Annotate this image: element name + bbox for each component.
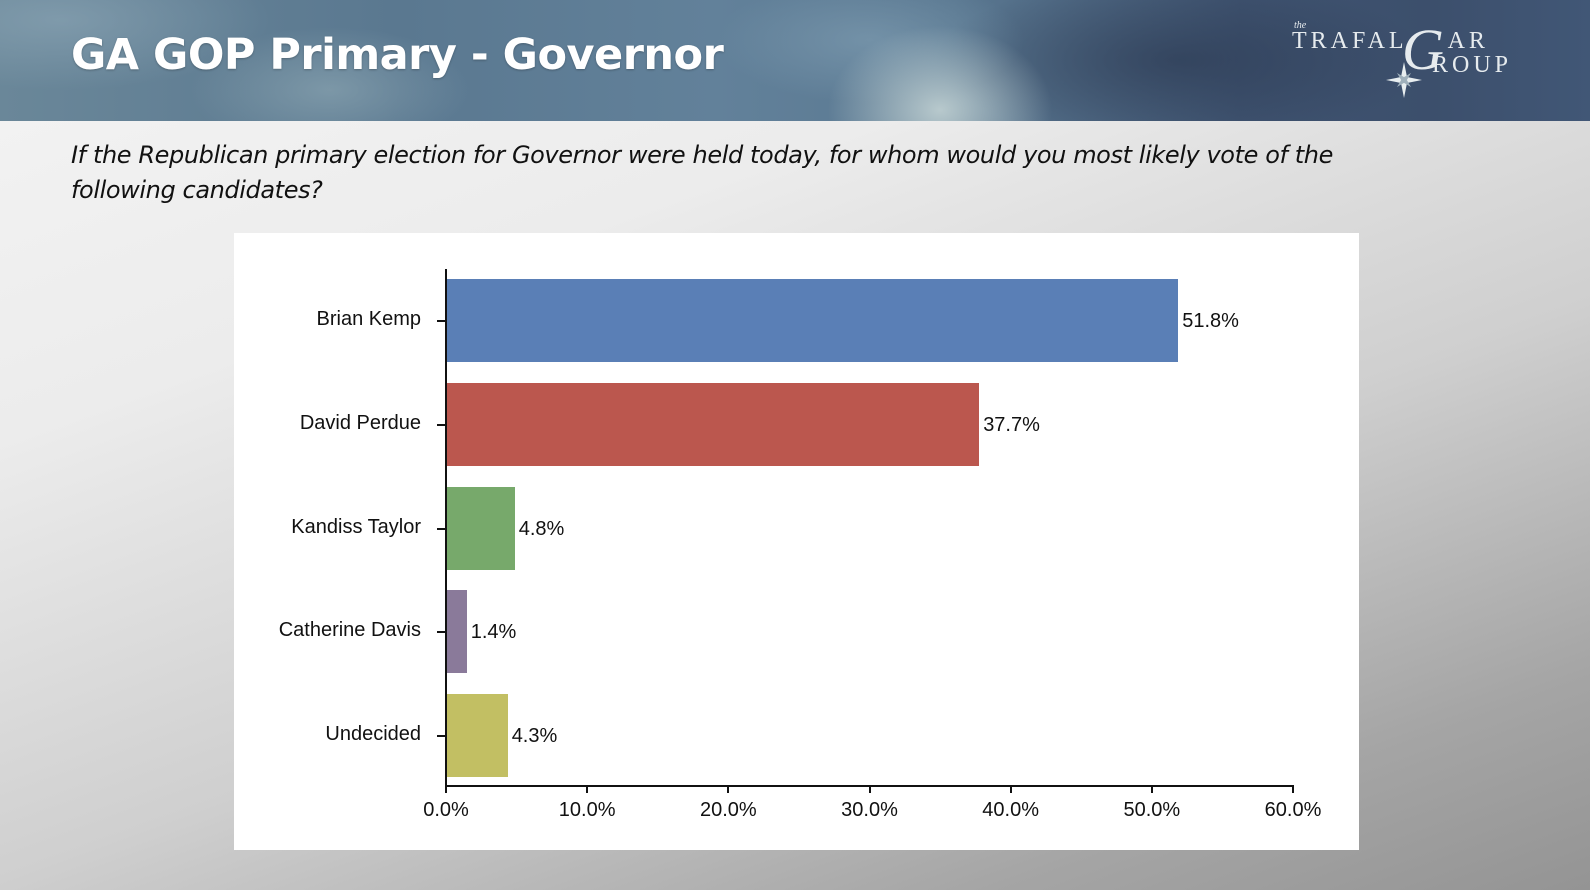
y-tick: [437, 528, 445, 530]
y-axis: [445, 269, 447, 792]
bar: [447, 279, 1179, 362]
y-tick: [437, 735, 445, 737]
compass-star-icon: [1386, 62, 1422, 98]
bar-row: Brian Kemp 51.8%: [234, 279, 1334, 363]
x-tick-label: 60.0%: [1264, 799, 1322, 821]
x-tick-label: 10.0%: [558, 799, 616, 821]
logo-script-g: G: [1402, 17, 1444, 82]
x-tick: [727, 785, 730, 793]
category-label: Brian Kemp: [316, 308, 422, 330]
category-label: Undecided: [325, 723, 421, 745]
slide-header: GA GOP Primary - Governor the TRAFAL AR G…: [0, 0, 1590, 121]
x-tick: [1009, 785, 1012, 793]
bar-chart: 0.0% 10.0% 20.0% 30.0% 40.0% 50.0% 60.0% Brian…: [234, 233, 1359, 850]
x-tick-label: 20.0%: [699, 799, 757, 821]
value-label: 4.3%: [511, 725, 558, 747]
bar: [447, 694, 508, 777]
y-tick: [437, 424, 445, 426]
x-tick-label: 30.0%: [841, 799, 898, 821]
bar-row: Kandiss Taylor 4.8%: [234, 487, 1334, 571]
logo-line1: TRAFAL AR: [1292, 28, 1489, 54]
x-tick: [445, 785, 447, 793]
value-label: 37.7%: [983, 414, 1040, 436]
survey-question: If the Republican primary election for G…: [71, 141, 1333, 204]
value-label: 1.4%: [470, 621, 517, 643]
bar-row: David Perdue 37.7%: [234, 383, 1334, 467]
x-tick: [868, 785, 871, 793]
x-tick-label: 0.0%: [423, 799, 469, 821]
bar: [447, 487, 515, 570]
category-label: Catherine Davis: [278, 619, 421, 641]
value-label: 51.8%: [1182, 310, 1239, 332]
bar: [447, 590, 467, 673]
y-tick: [437, 320, 445, 322]
bar: [447, 383, 980, 466]
slide-title: GA GOP Primary - Governor: [71, 30, 724, 80]
logo-line2: ROUP: [1432, 52, 1513, 78]
bar-row: Catherine Davis 1.4%: [234, 590, 1334, 674]
bar-row: Undecided 4.3%: [234, 694, 1334, 778]
x-tick: [1292, 785, 1294, 793]
category-label: David Perdue: [299, 412, 421, 434]
x-tick-label: 50.0%: [1123, 799, 1181, 821]
category-label: Kandiss Taylor: [291, 516, 421, 538]
x-tick-label: 40.0%: [982, 799, 1040, 821]
logo-the: the: [1294, 20, 1307, 31]
trafalgar-group-logo: the TRAFAL AR G ROUP: [1290, 17, 1530, 102]
y-tick: [437, 631, 445, 633]
value-label: 4.8%: [518, 518, 565, 540]
x-tick: [1150, 785, 1153, 793]
x-tick: [586, 785, 589, 793]
